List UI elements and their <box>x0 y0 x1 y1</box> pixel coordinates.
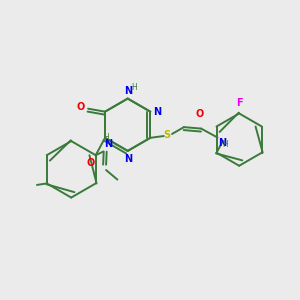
Text: S: S <box>163 130 170 140</box>
Text: N: N <box>153 107 161 117</box>
Text: N: N <box>124 154 132 164</box>
Text: N: N <box>218 138 226 148</box>
Text: H: H <box>131 83 137 92</box>
Text: F: F <box>236 98 242 108</box>
Text: H: H <box>222 140 227 148</box>
Text: H: H <box>103 133 109 142</box>
Text: O: O <box>86 158 95 168</box>
Text: N: N <box>124 85 132 96</box>
Text: O: O <box>77 102 85 112</box>
Text: O: O <box>196 109 204 119</box>
Text: N: N <box>105 139 113 149</box>
